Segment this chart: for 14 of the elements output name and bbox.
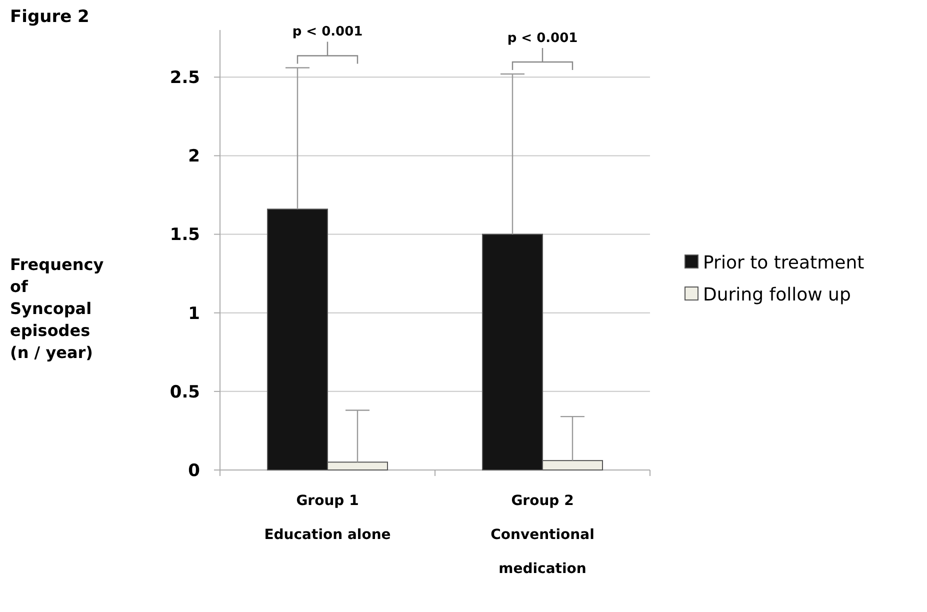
annotation: p < 0.001 <box>292 24 363 40</box>
legend-label: During follow up <box>703 284 851 306</box>
category-label: Group 2 Conventional medication <box>490 493 594 577</box>
annotation: p < 0.001 <box>507 31 578 46</box>
y-tick-label: 1 <box>188 304 200 324</box>
text: Figure 2 <box>10 7 90 27</box>
y-tick-label: 2 <box>188 146 200 167</box>
y-tick-label: 0 <box>188 460 200 481</box>
y-tick-label: 1.5 <box>170 225 200 246</box>
category-label: Group 1 Education alone <box>264 493 391 543</box>
y-tick-label: 2.5 <box>170 68 200 88</box>
y-axis-title: Frequency of Syncopal episodes (n / year) <box>10 255 104 362</box>
legend-label: Prior to treatment <box>703 252 864 274</box>
y-tick-label: 0.5 <box>170 382 200 402</box>
